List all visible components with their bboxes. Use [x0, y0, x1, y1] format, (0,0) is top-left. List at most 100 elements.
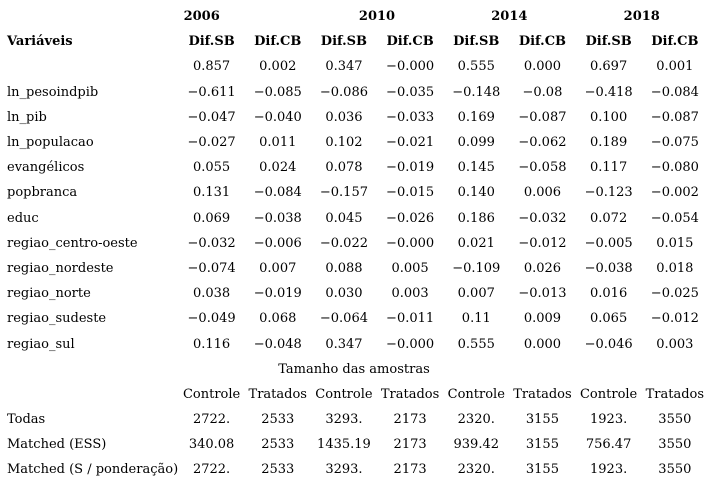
- sample-value: 1923.: [590, 462, 628, 478]
- dif-column-header: Dif.CB: [518, 34, 567, 50]
- cell-value: −0.012: [650, 311, 699, 327]
- cell-value: −0.012: [518, 235, 567, 251]
- sample-column-header: Controle: [579, 386, 638, 402]
- table-row: popbranca 0.131 −0.084 −0.157 −0.015 0.1…: [0, 180, 708, 205]
- sample-row-label: Matched (ESS): [7, 437, 107, 453]
- table-row: Todas 2722. 2533 3293. 2173 2320. 3155 1…: [0, 407, 708, 432]
- year-row-spacer: [0, 4, 179, 29]
- sample-value: 1435.19: [317, 437, 371, 453]
- dif-column-header: Dif.CB: [386, 34, 434, 50]
- sample-value: 3293.: [325, 462, 363, 478]
- cell-value: −0.011: [386, 311, 435, 327]
- cell-value: −0.000: [386, 59, 435, 75]
- cell-value: 0.000: [523, 59, 562, 75]
- sample-value: 2173: [393, 437, 427, 453]
- cell-value: −0.019: [253, 286, 302, 302]
- dif-column-header: Dif.SB: [320, 34, 368, 50]
- sample-value: 3155: [525, 462, 559, 478]
- cell-value: −0.015: [386, 185, 435, 201]
- cell-value: −0.000: [386, 336, 435, 352]
- cell-value: 0.003: [656, 336, 694, 352]
- cell-value: −0.025: [650, 286, 699, 302]
- samples-rows: Todas 2722. 2533 3293. 2173 2320. 3155 1…: [0, 407, 708, 483]
- balance-table: 2006 2010 2014 2018 Variáveis Dif.SB Dif…: [0, 4, 708, 483]
- cell-value: −0.046: [584, 336, 633, 352]
- cell-value: 0.857: [192, 59, 231, 75]
- cell-value: 0.068: [259, 311, 297, 327]
- cell-value: −0.085: [253, 84, 302, 100]
- cell-value: −0.038: [253, 210, 302, 226]
- cell-value: 0.038: [192, 286, 231, 302]
- cell-value: −0.084: [650, 84, 699, 100]
- cell-value: −0.087: [650, 109, 699, 125]
- sample-value: 2320.: [457, 462, 495, 478]
- cell-value: −0.087: [518, 109, 567, 125]
- cell-value: −0.123: [584, 185, 633, 201]
- cell-value: 0.347: [325, 336, 363, 352]
- cell-value: 0.145: [457, 160, 495, 176]
- cell-value: 0.011: [259, 135, 297, 151]
- variable-name: ln_pib: [7, 109, 47, 125]
- cell-value: 0.000: [523, 336, 562, 352]
- variable-name: regiao_nordeste: [7, 260, 114, 276]
- cell-value: −0.418: [584, 84, 633, 100]
- variable-name: ln_populacao: [7, 135, 94, 151]
- dif-column-header: Dif.SB: [585, 34, 632, 50]
- cell-value: −0.058: [518, 160, 567, 176]
- variable-name: educ: [7, 210, 39, 226]
- cell-value: −0.027: [187, 135, 236, 151]
- cell-value: −0.000: [386, 235, 435, 251]
- cell-value: 0.102: [325, 135, 363, 151]
- cell-value: −0.047: [187, 109, 236, 125]
- cell-value: 0.009: [523, 311, 562, 327]
- cell-value: −0.006: [253, 235, 302, 251]
- cell-value: −0.054: [650, 210, 699, 226]
- sample-column-header: Controle: [447, 386, 505, 402]
- table-row: Matched (S / ponderação) 2722. 2533 3293…: [0, 457, 708, 482]
- cell-value: 0.189: [590, 135, 628, 151]
- cell-value: 0.045: [325, 210, 363, 226]
- cell-value: −0.032: [518, 210, 567, 226]
- sample-value: 340.08: [188, 437, 235, 453]
- cell-value: 0.117: [590, 160, 628, 176]
- cell-value: −0.035: [386, 84, 435, 100]
- cell-value: 0.186: [457, 210, 495, 226]
- sample-value: 1923.: [590, 412, 628, 428]
- sample-column-header: Controle: [315, 386, 373, 402]
- table-row: regiao_sudeste −0.049 0.068 −0.064 −0.01…: [0, 306, 708, 331]
- sample-column-header: Tratados: [380, 386, 440, 402]
- table-row: ln_pesoindpib −0.611 −0.085 −0.086 −0.03…: [0, 80, 708, 105]
- cell-value: 0.697: [590, 59, 628, 75]
- sample-value: 2533: [261, 462, 295, 478]
- sample-row-label: Matched (S / ponderação): [7, 462, 179, 478]
- cell-value: −0.075: [650, 135, 699, 151]
- dif-column-header: Dif.CB: [254, 34, 302, 50]
- dif-column-header: Dif.SB: [453, 34, 500, 50]
- dif-column-header: Dif.CB: [651, 34, 699, 50]
- variables-rows: 0.857 0.002 0.347 −0.000 0.555 0.000 0.6…: [0, 54, 708, 356]
- cell-value: 0.116: [192, 336, 231, 352]
- cell-value: −0.002: [650, 185, 699, 201]
- cell-value: −0.022: [319, 235, 368, 251]
- table-row: evangélicos 0.055 0.024 0.078 −0.019 0.1…: [0, 155, 708, 180]
- column-header-row: Variáveis Dif.SB Dif.CB Dif.SB Dif.CB Di…: [0, 29, 708, 54]
- cell-value: −0.148: [452, 84, 501, 100]
- sample-value: 2173: [393, 412, 427, 428]
- sample-value: 2533: [261, 412, 295, 428]
- cell-value: 0.131: [192, 185, 231, 201]
- table-row: Matched (ESS) 340.08 2533 1435.19 2173 9…: [0, 432, 708, 457]
- sample-value: 3293.: [325, 412, 363, 428]
- cell-value: 0.007: [259, 260, 297, 276]
- cell-value: −0.048: [253, 336, 302, 352]
- sample-value: 2722.: [192, 462, 231, 478]
- cell-value: 0.088: [325, 260, 363, 276]
- cell-value: 0.026: [523, 260, 562, 276]
- variable-name: evangélicos: [7, 160, 85, 176]
- samples-header-row: Controle Tratados Controle Tratados Cont…: [0, 382, 708, 407]
- cell-value: 0.002: [259, 59, 297, 75]
- year-header-2006: 2006: [183, 9, 220, 25]
- dif-column-header: Dif.SB: [188, 34, 235, 50]
- cell-value: 0.099: [457, 135, 495, 151]
- sample-value: 2722.: [192, 412, 231, 428]
- cell-value: 0.024: [259, 160, 297, 176]
